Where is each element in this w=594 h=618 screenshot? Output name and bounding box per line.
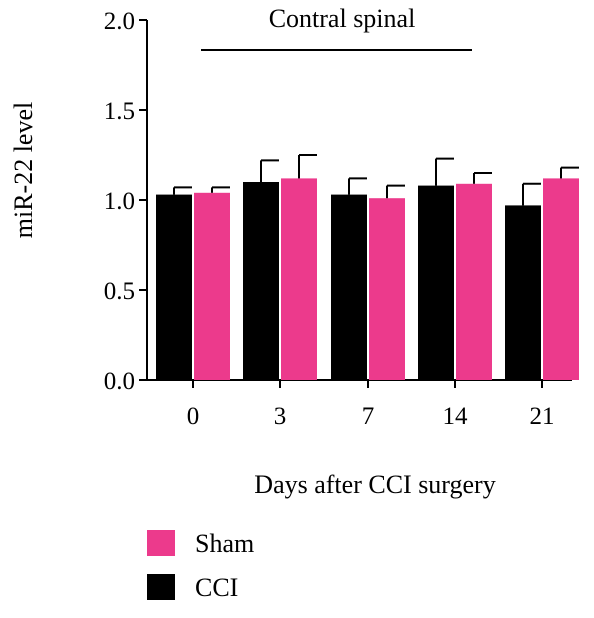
- y-tick-label: 2.0: [104, 8, 135, 35]
- annotation-text: Contral spinal: [269, 4, 416, 33]
- x-tick-label: 7: [362, 403, 375, 430]
- bars: [156, 178, 579, 380]
- bar-cci: [243, 182, 279, 380]
- legend-label-sham: Sham: [195, 529, 254, 558]
- x-axis-title: Days after CCI surgery: [254, 470, 495, 499]
- y-tick-label: 0.0: [104, 368, 135, 395]
- axis-labels: 0.0 0.5 1.0 1.5 2.0 0 3 7 14 21: [104, 8, 555, 430]
- legend: Sham CCI: [147, 529, 254, 602]
- x-tick-label: 0: [187, 403, 200, 430]
- legend-label-cci: CCI: [195, 573, 238, 602]
- y-tick-label: 0.5: [104, 278, 135, 305]
- bar-sham: [369, 198, 405, 380]
- bar-cci: [331, 194, 367, 380]
- legend-swatch-cci: [147, 574, 175, 600]
- y-tick-label: 1.0: [104, 188, 135, 215]
- bar-sham: [281, 178, 317, 380]
- bar-cci: [156, 194, 192, 380]
- x-tick-label: 3: [274, 403, 287, 430]
- bar-cci: [418, 185, 454, 380]
- x-tick-label: 14: [443, 403, 469, 430]
- legend-swatch-sham: [147, 530, 175, 556]
- bar-sham: [194, 192, 230, 380]
- y-tick-label: 1.5: [104, 98, 135, 125]
- bar-sham: [543, 178, 579, 380]
- bar-sham: [456, 183, 492, 380]
- error-bars: [173, 154, 579, 206]
- x-tick-label: 21: [530, 403, 555, 430]
- y-axis-title: miR-22 level: [9, 102, 38, 238]
- bar-cci: [505, 205, 541, 380]
